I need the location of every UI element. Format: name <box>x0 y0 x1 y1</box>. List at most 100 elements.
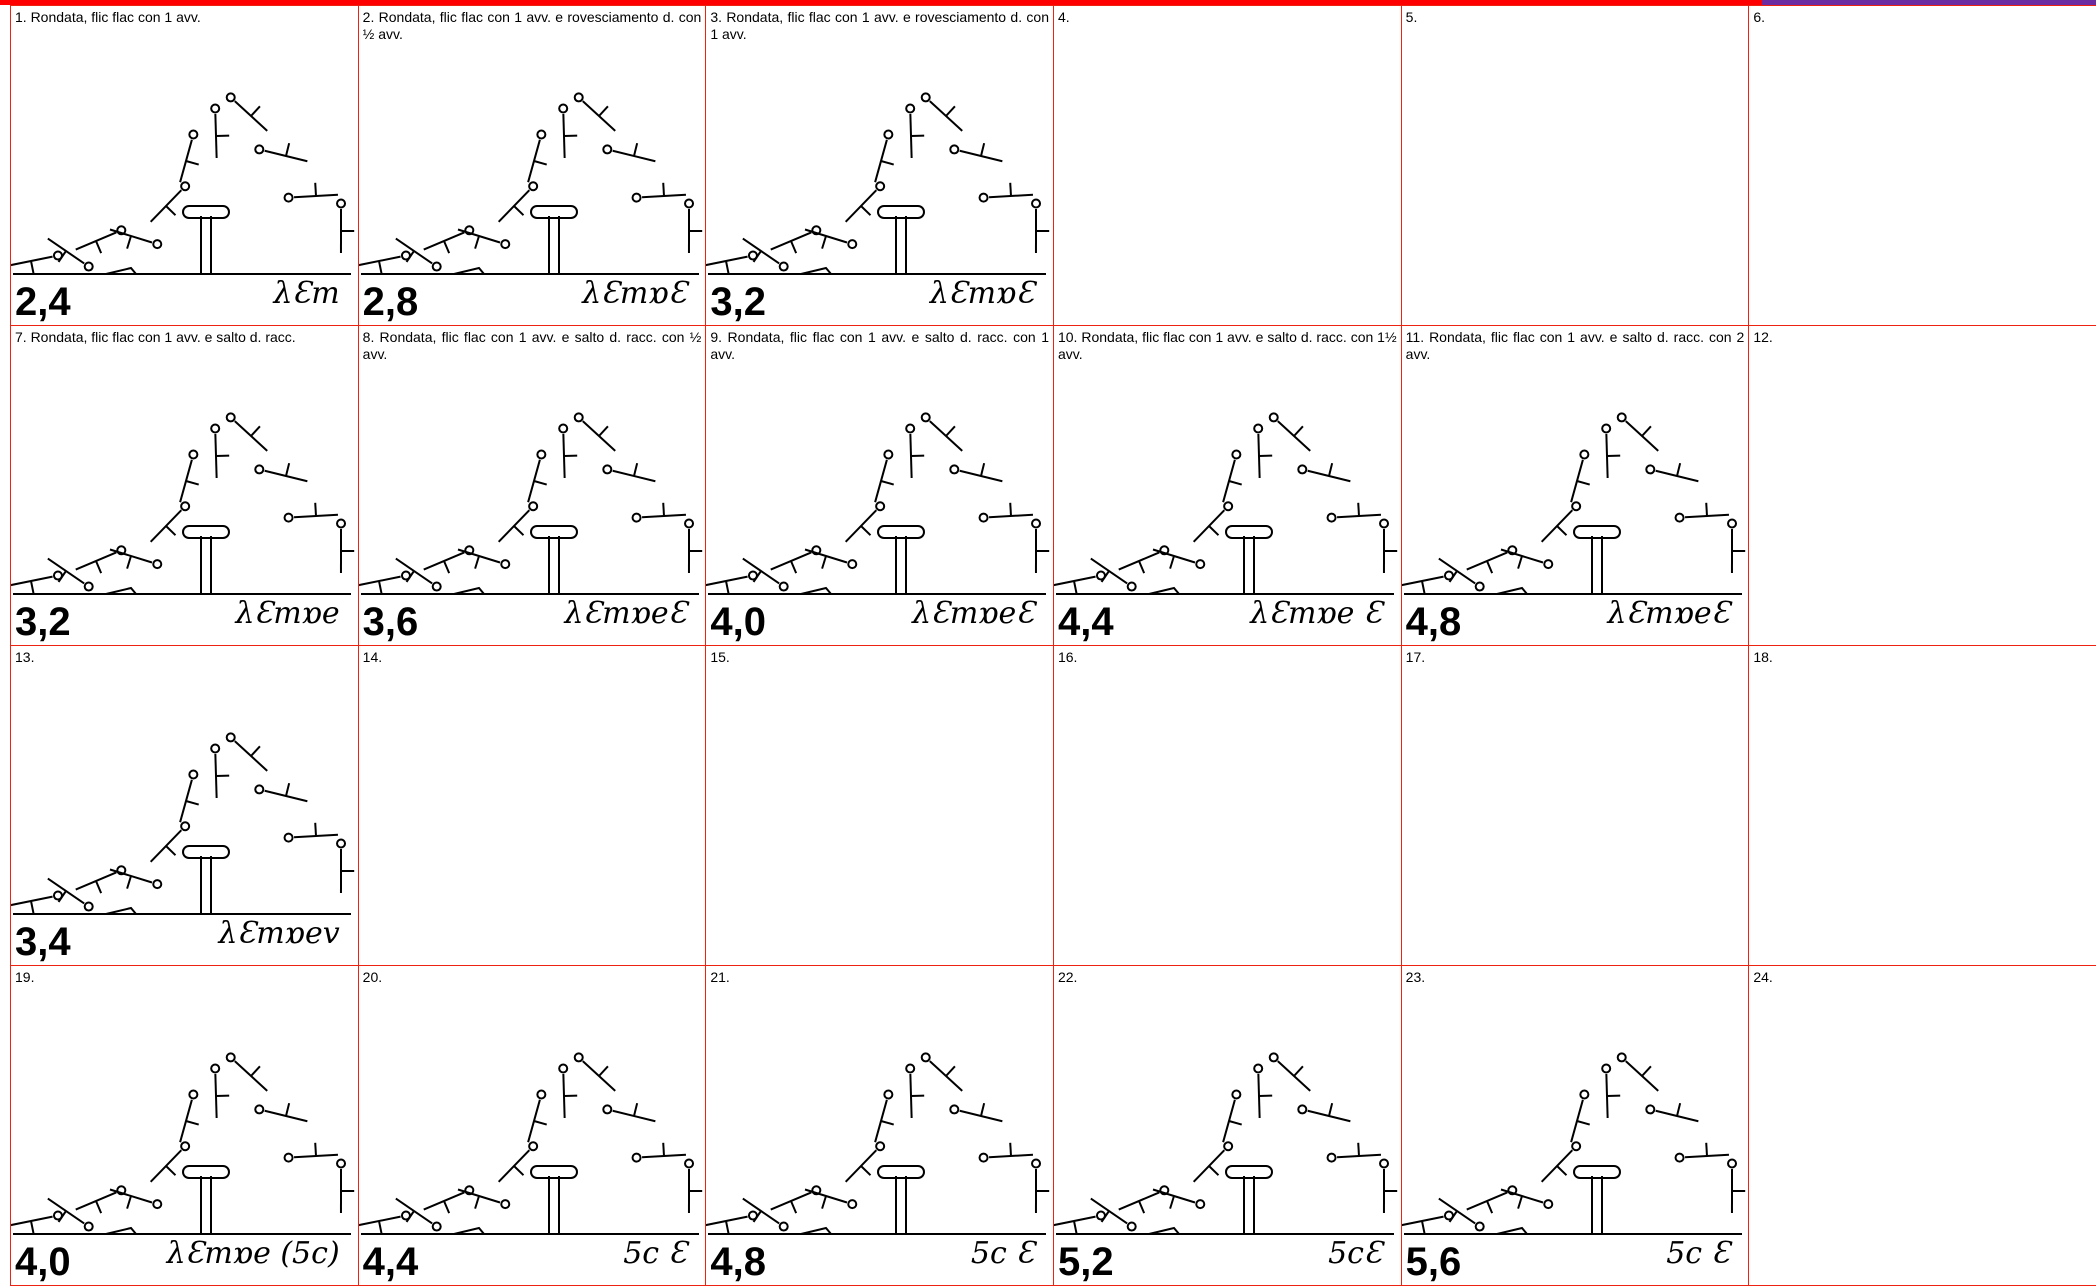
sketch-part <box>255 785 263 793</box>
sketch-part <box>1270 1053 1278 1061</box>
sketch-part <box>1380 520 1388 528</box>
sketch-part <box>1557 526 1566 535</box>
sketch-part <box>632 514 640 522</box>
sketch-part <box>951 1105 959 1113</box>
sketch-part <box>537 1091 545 1099</box>
sketch-part <box>980 194 988 202</box>
sketch-part <box>255 465 263 473</box>
sketch-part <box>285 1154 293 1162</box>
sketch-part <box>599 106 608 116</box>
sketch-part <box>1706 503 1707 516</box>
cell-label: 14. <box>363 649 702 666</box>
sketch-part <box>726 581 729 594</box>
sketch-part <box>153 880 161 888</box>
sketch-part <box>1646 465 1654 473</box>
sketch-part <box>1422 581 1425 594</box>
cell: 9. Rondata, flic flac con 1 avv. e salto… <box>705 325 1054 646</box>
sketch-part <box>726 261 729 274</box>
sketch-part <box>780 583 788 591</box>
sketch-part <box>1209 1166 1218 1175</box>
sketch-part <box>574 1053 582 1061</box>
sketch-part <box>166 1166 175 1175</box>
notation: λƐmɒe <box>235 596 339 631</box>
sketch-part <box>1677 463 1680 476</box>
sketch-part <box>514 206 523 215</box>
sketch-part <box>514 526 523 535</box>
notation: λƐmɒeƐ <box>912 596 1035 631</box>
sketch-part <box>907 1065 915 1073</box>
sketch-part <box>663 1143 664 1156</box>
sketch-part <box>127 876 131 889</box>
score: 2,4 <box>15 280 71 325</box>
sketch-part <box>878 1166 924 1178</box>
sketch-part <box>1617 413 1625 421</box>
sketch-part <box>685 1160 693 1168</box>
sketch-part <box>907 105 915 113</box>
sketch-part <box>251 106 260 116</box>
score: 3,6 <box>363 600 419 645</box>
sketch-part <box>1329 463 1332 476</box>
sketch-part <box>1580 1091 1588 1099</box>
score: 4,8 <box>710 1240 766 1285</box>
vault-sketch <box>359 1006 704 1246</box>
sketch-part <box>791 241 796 253</box>
cell: 16. <box>1053 645 1402 966</box>
cell-label: 15. <box>710 649 1049 666</box>
sketch-part <box>634 143 637 156</box>
sketch-part <box>791 561 796 573</box>
sketch-part <box>531 526 577 538</box>
sketch-part <box>31 1221 34 1234</box>
cell-label: 7. Rondata, flic flac con 1 avv. e salto… <box>15 329 354 346</box>
sketch-part <box>251 1066 260 1076</box>
sketch-part <box>181 822 189 830</box>
sketch-part <box>1294 1066 1303 1076</box>
sketch-part <box>559 425 567 433</box>
cell-label: 8. Rondata, flic flac con 1 avv. e salto… <box>363 329 702 363</box>
sketch-part <box>186 1121 199 1125</box>
sketch-part <box>534 161 547 165</box>
sketch-part <box>315 183 316 196</box>
sketch-part <box>1475 583 1483 591</box>
cell: 12. <box>1748 325 2096 646</box>
sketch-part <box>475 556 479 569</box>
sketch-part <box>286 143 289 156</box>
score: 3,2 <box>710 280 766 325</box>
sketch-part <box>534 481 547 485</box>
vault-sketch <box>706 46 1051 286</box>
sketch-part <box>1232 1091 1240 1099</box>
sketch-part <box>127 1196 131 1209</box>
sketch-part <box>31 261 34 274</box>
sketch-part <box>603 1105 611 1113</box>
sketch-part <box>780 263 788 271</box>
score: 2,8 <box>363 280 419 325</box>
vault-sketch <box>359 46 704 286</box>
cell-label: 6. <box>1753 9 2092 26</box>
sketch-part <box>1358 503 1359 516</box>
cell: 2. Rondata, flic flac con 1 avv. e roves… <box>358 5 707 326</box>
sketch-part <box>634 1103 637 1116</box>
sketch-part <box>1706 1143 1707 1156</box>
sketch-part <box>951 145 959 153</box>
sketch-part <box>189 451 197 459</box>
sketch-part <box>1074 1221 1077 1234</box>
sketch-part <box>432 1223 440 1231</box>
notation: 5c Ɛ <box>1666 1236 1730 1271</box>
sketch-part <box>1229 1121 1242 1125</box>
sketch-part <box>153 240 161 248</box>
sketch-part <box>85 263 93 271</box>
sketch-part <box>1572 502 1580 510</box>
sketch-part <box>881 481 894 485</box>
sketch-part <box>379 581 382 594</box>
sketch-part <box>1728 520 1736 528</box>
sketch-part <box>876 502 884 510</box>
sketch-part <box>514 1166 523 1175</box>
sketch-part <box>183 846 229 858</box>
cell: 17. <box>1401 645 1750 966</box>
cell-label: 12. <box>1753 329 2092 346</box>
sketch-part <box>211 1065 219 1073</box>
sketch-part <box>186 481 199 485</box>
sketch-part <box>183 526 229 538</box>
sketch-part <box>85 1223 93 1231</box>
sketch-part <box>780 1223 788 1231</box>
